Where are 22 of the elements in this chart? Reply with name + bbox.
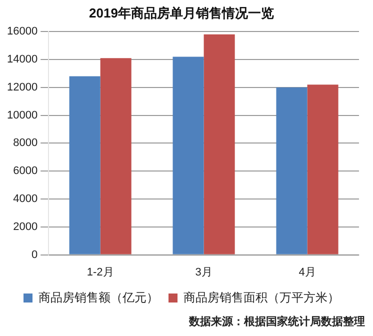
y-tick-label: 16000	[6, 26, 38, 38]
y-tick-label: 12000	[6, 81, 38, 94]
bar	[100, 58, 132, 254]
bar	[307, 84, 338, 254]
bar	[204, 34, 235, 254]
bar	[276, 87, 308, 254]
x-tick-label: 1-2月	[86, 266, 114, 278]
y-tick-label: 2000	[13, 220, 38, 233]
y-tick-label: 6000	[13, 165, 38, 178]
y-tick-label: 14000	[6, 54, 38, 66]
x-tick-label: 4月	[298, 266, 316, 278]
x-tick-label: 3月	[195, 266, 212, 278]
y-tick-label: 4000	[13, 193, 38, 206]
y-tick-label: 8000	[13, 137, 38, 150]
legend-label: 商品房销售额（亿元）	[38, 290, 158, 304]
y-tick-label: 10000	[6, 109, 38, 122]
bar	[69, 76, 100, 254]
chart-title: 2019年商品房单月销售情况一览	[89, 5, 274, 20]
legend-label: 商品房销售面积（万平方米）	[184, 290, 340, 304]
bar	[172, 56, 204, 254]
source-note: 数据来源：根据国家统计局数据整理	[188, 314, 365, 329]
y-tick-label: 0	[31, 248, 38, 261]
